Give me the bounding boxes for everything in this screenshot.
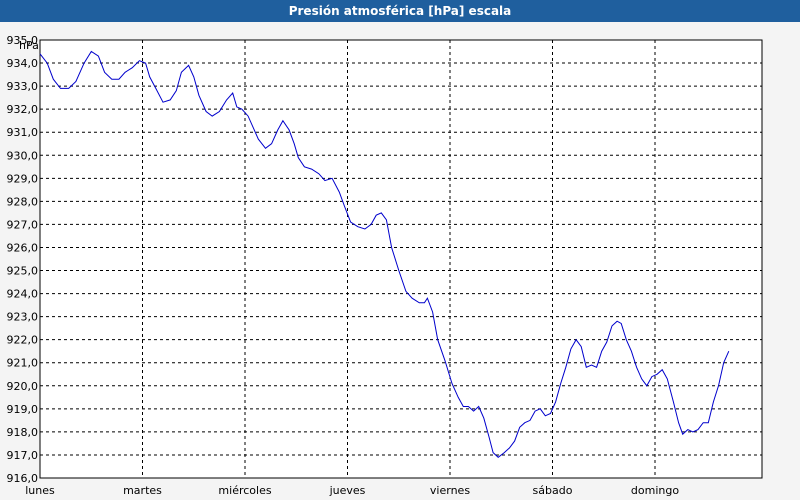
chart-area: 935,0 934,0 933,0 932,0 931,0 930,0 929,0 928,0… (7, 34, 763, 500)
y-tick-label: 930,0 (7, 149, 39, 162)
y-tick-label: 931,0 (7, 126, 39, 139)
y-tick-label: 926,0 (7, 241, 39, 254)
x-tick-day-label: jueves (329, 484, 366, 497)
y-axis-ticks: 935,0 934,0 933,0 932,0 931,0 930,0 929,0 928,0… (7, 34, 39, 485)
x-tick-day-label: viernes (430, 484, 470, 497)
y-tick-label: 935,0 (7, 34, 39, 47)
y-tick-label: 924,0 (7, 288, 39, 301)
x-axis-ticks: lunes19/02/18martes20/02/18miércoles21/0… (15, 484, 679, 500)
x-tick-day-label: miércoles (218, 484, 271, 497)
grid-lines (40, 40, 762, 478)
y-tick-label: 927,0 (7, 218, 39, 231)
y-tick-label: 925,0 (7, 265, 39, 278)
y-tick-label: 932,0 (7, 103, 39, 116)
y-axis-unit-label: hPa (19, 39, 39, 52)
pressure-series-line (39, 50, 730, 458)
y-tick-label: 933,0 (7, 80, 39, 93)
y-tick-label: 921,0 (7, 357, 39, 370)
x-tick-day-label: lunes (25, 484, 55, 497)
y-tick-label: 919,0 (7, 403, 39, 416)
x-tick-day-label: domingo (631, 484, 679, 497)
y-tick-label: 920,0 (7, 380, 39, 393)
x-tick-day-label: sábado (533, 484, 573, 497)
y-tick-label: 916,0 (7, 472, 39, 485)
y-tick-label: 934,0 (7, 57, 39, 70)
chart-title: Presión atmosférica [hPa] escala (0, 0, 800, 22)
y-tick-label: 928,0 (7, 195, 39, 208)
y-tick-label: 929,0 (7, 172, 39, 185)
y-tick-label: 917,0 (7, 449, 39, 462)
y-tick-label: 918,0 (7, 426, 39, 439)
plot-background (39, 39, 763, 479)
y-tick-label: 923,0 (7, 311, 39, 324)
y-tick-label: 922,0 (7, 334, 39, 347)
x-tick-day-label: martes (123, 484, 162, 497)
